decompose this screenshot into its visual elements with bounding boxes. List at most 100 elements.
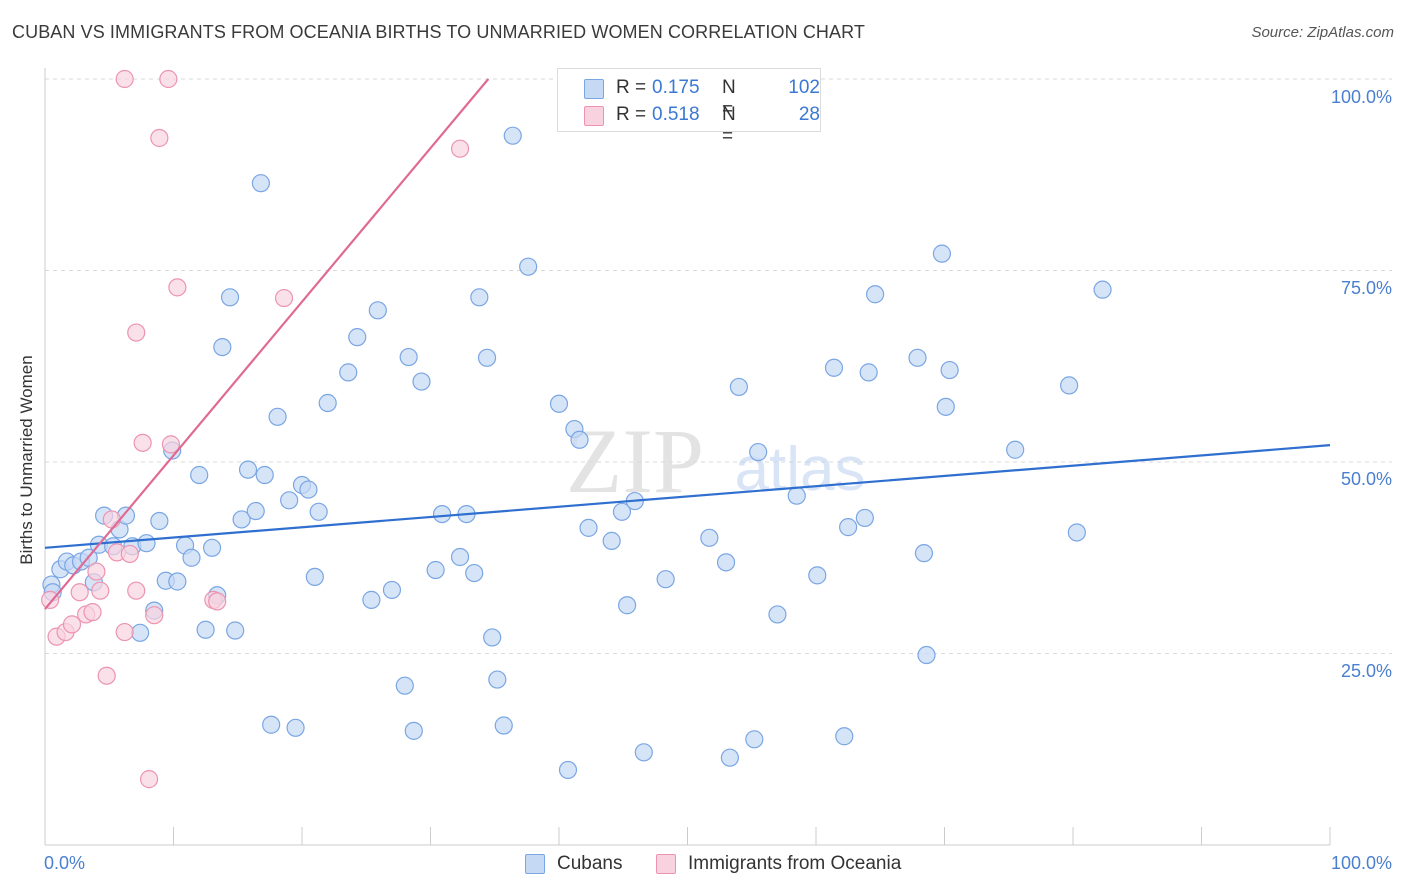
cuban-point <box>202 538 222 557</box>
cuban-point <box>908 348 927 367</box>
cuban-point <box>749 442 768 462</box>
oceania-point <box>161 435 181 454</box>
x-tick-100: 100.0% <box>1330 853 1392 873</box>
oceania-point <box>127 323 146 342</box>
cuban-point <box>318 393 337 413</box>
cuban-point <box>768 605 787 624</box>
cuban-point <box>745 730 764 749</box>
cuban-point <box>232 510 251 529</box>
cuban-point <box>602 531 621 550</box>
oceania-point <box>87 562 106 581</box>
cuban-point <box>855 508 874 528</box>
oceania-points <box>41 69 470 789</box>
y-tick-25: 25.0% <box>1340 661 1392 681</box>
oceania-point <box>41 590 60 609</box>
r-label: R = <box>616 77 647 98</box>
cuban-point <box>488 670 507 689</box>
cuban-point <box>196 620 215 639</box>
cuban-point <box>137 534 156 553</box>
cuban-point <box>700 528 719 547</box>
cuban-point <box>348 328 367 347</box>
oceania-r-value: 0.518 <box>652 104 700 125</box>
cuban-point <box>251 174 270 193</box>
oceania-point <box>274 288 294 308</box>
n-label: N = <box>722 104 736 147</box>
cuban-point <box>866 285 885 304</box>
cuban-point <box>656 570 675 589</box>
cubans-legend-swatch <box>525 854 545 874</box>
oceania-point <box>62 615 82 634</box>
cuban-point <box>412 372 431 391</box>
cuban-point <box>618 596 637 615</box>
cuban-point <box>940 360 959 380</box>
y-tick-75: 75.0% <box>1340 278 1392 298</box>
correlation-legend: R = 0.175 N = 102 R = 0.518 N = 28 <box>557 68 821 147</box>
cuban-point <box>729 377 749 397</box>
cuban-point <box>246 501 265 521</box>
cuban-point <box>226 621 245 640</box>
oceania-point <box>145 606 164 625</box>
oceania-point <box>83 603 102 622</box>
cuban-point <box>238 460 258 479</box>
cuban-point <box>1006 440 1025 459</box>
x-axis <box>44 68 1331 846</box>
oceania-point <box>150 128 169 148</box>
cuban-point <box>450 547 470 567</box>
cuban-point <box>399 347 418 367</box>
cuban-point <box>426 560 445 580</box>
cuban-point <box>368 301 387 320</box>
cuban-point <box>470 288 489 307</box>
cuban-point <box>917 645 936 665</box>
cuban-point <box>404 721 423 740</box>
cuban-point <box>268 407 287 426</box>
cubans-legend-label: Cubans <box>557 853 623 874</box>
cuban-point <box>612 502 632 521</box>
cuban-point <box>1093 280 1112 299</box>
cuban-point <box>465 563 484 583</box>
x-tick-0: 0.0% <box>44 853 86 873</box>
oceania-n-value: 28 <box>798 104 820 125</box>
oceania-point <box>139 770 159 789</box>
oceania-swatch <box>584 106 604 126</box>
cuban-point <box>280 491 299 510</box>
oceania-legend-label: Immigrants from Oceania <box>688 853 902 874</box>
cuban-point <box>432 504 452 524</box>
oceania-point <box>127 581 146 600</box>
cuban-point <box>787 486 806 505</box>
cuban-point <box>720 748 740 767</box>
cuban-point <box>309 502 328 521</box>
oceania-point <box>120 544 139 564</box>
cuban-point <box>262 715 281 734</box>
oceania-point <box>102 510 121 529</box>
chart-title: CUBAN VS IMMIGRANTS FROM OCEANIA BIRTHS … <box>12 22 866 42</box>
cuban-point <box>494 716 513 735</box>
cuban-point <box>579 518 598 537</box>
oceania-point <box>115 622 134 642</box>
cuban-point <box>914 544 934 563</box>
cubans-r-value: 0.175 <box>652 77 700 98</box>
cuban-point <box>808 566 827 585</box>
cuban-point <box>558 760 578 780</box>
n-label: N = <box>722 77 736 120</box>
trend-lines <box>44 78 1331 610</box>
cuban-point <box>255 465 274 485</box>
cuban-point <box>824 358 844 377</box>
cuban-point <box>150 511 169 531</box>
cuban-point <box>190 465 209 485</box>
cuban-point <box>339 363 358 382</box>
cuban-point <box>286 718 305 737</box>
cuban-point <box>220 288 240 307</box>
cubans-swatch <box>584 79 604 99</box>
cuban-point <box>395 676 414 695</box>
cuban-point <box>477 348 497 367</box>
cuban-point <box>634 743 653 762</box>
oceania-legend-swatch <box>656 854 676 874</box>
grid-lines <box>45 78 1392 654</box>
cuban-point <box>932 244 952 263</box>
cubans-trend-line <box>44 444 1331 549</box>
cuban-point <box>549 394 569 413</box>
cuban-point <box>1060 376 1079 395</box>
oceania-trend-line <box>44 78 490 610</box>
cuban-point <box>936 397 955 416</box>
